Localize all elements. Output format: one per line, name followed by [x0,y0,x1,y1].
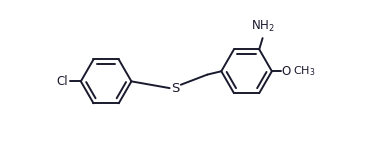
Text: S: S [171,82,179,95]
Text: O: O [281,65,291,78]
Text: CH$_3$: CH$_3$ [293,64,316,78]
Text: Cl: Cl [57,75,69,88]
Text: NH$_2$: NH$_2$ [251,19,274,34]
